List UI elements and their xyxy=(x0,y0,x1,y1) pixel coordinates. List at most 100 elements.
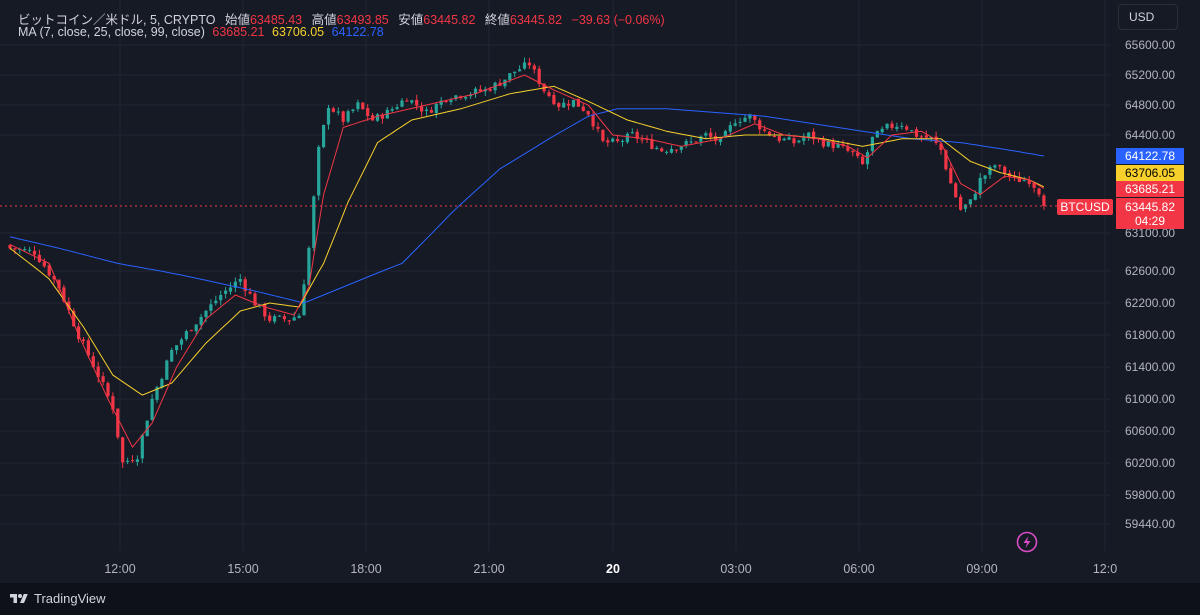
candle-body xyxy=(586,111,590,115)
candle-body xyxy=(312,196,316,248)
candle-body xyxy=(405,100,409,102)
candle-body xyxy=(121,437,125,463)
candle-body xyxy=(978,177,982,194)
candle-body xyxy=(655,147,659,150)
candle-body xyxy=(140,435,144,459)
candle-body xyxy=(782,138,786,141)
candle-body xyxy=(993,165,997,168)
candle-body xyxy=(375,114,380,121)
candle-body xyxy=(307,247,311,285)
candle-body xyxy=(812,131,816,140)
candle-body xyxy=(518,69,522,72)
candle-body xyxy=(464,96,468,99)
candle-body xyxy=(718,138,723,143)
candle-body xyxy=(170,349,174,362)
candle-body xyxy=(939,143,943,150)
ma7-value: 63685.21 xyxy=(212,25,265,39)
high-label: 高値 xyxy=(311,13,337,27)
countdown-tag: 04:29 xyxy=(1116,213,1184,229)
candle-body xyxy=(777,136,781,142)
candle-body xyxy=(287,320,291,322)
candle-body xyxy=(150,398,154,420)
candle-body xyxy=(611,138,615,142)
ma-legend[interactable]: MA (7, close, 25, close, 99, close) 6368… xyxy=(18,25,384,39)
candle-body xyxy=(669,148,674,153)
candle-body xyxy=(101,376,105,382)
candle-body xyxy=(243,279,247,291)
candle-body xyxy=(444,101,448,103)
last-price-tag: 63445.82 xyxy=(1116,198,1184,215)
candle-body xyxy=(905,126,909,130)
candle-body xyxy=(238,278,242,282)
candle-body xyxy=(273,316,277,322)
x-tick-label: 15:00 xyxy=(227,562,258,576)
ma-label: MA (7, close, 25, close, 99, close) xyxy=(18,25,205,39)
candle-body xyxy=(13,248,17,250)
x-tick-label: 12:00 xyxy=(104,562,135,576)
candle-body xyxy=(204,310,208,318)
candle-body xyxy=(738,121,742,123)
y-tick-label: 62600.00 xyxy=(1125,264,1175,278)
candle-body xyxy=(336,111,340,113)
candle-body xyxy=(248,291,252,294)
candle-body xyxy=(126,460,130,462)
candle-body xyxy=(184,331,188,340)
candle-body xyxy=(591,114,595,127)
candle-body xyxy=(233,281,237,288)
symbol-title: ビットコイン／米ドル, 5, CRYPTO xyxy=(18,13,216,27)
y-tick-label: 61400.00 xyxy=(1125,360,1175,374)
candle-body xyxy=(684,141,688,146)
candle-body xyxy=(116,408,120,438)
candle-body xyxy=(209,304,213,311)
candle-body xyxy=(635,131,639,139)
candle-body xyxy=(954,183,958,198)
high-value: 63493.85 xyxy=(336,13,389,27)
candle-body xyxy=(743,117,747,122)
candle-body xyxy=(924,135,928,138)
candle-body xyxy=(331,108,335,112)
candle-body xyxy=(665,151,669,153)
candle-body xyxy=(767,131,772,136)
tradingview-logo[interactable]: TradingView xyxy=(10,591,106,606)
candle-body xyxy=(522,62,527,69)
candle-body xyxy=(758,120,762,130)
candle-body xyxy=(292,317,296,321)
ma25-line xyxy=(9,85,1045,396)
candle-body xyxy=(753,115,757,120)
ma7-line xyxy=(9,74,1045,449)
candle-body xyxy=(62,287,66,302)
candle-body xyxy=(694,141,698,143)
candle-body xyxy=(704,133,708,136)
candle-body xyxy=(214,300,218,304)
candle-body xyxy=(219,295,223,301)
candle-body xyxy=(130,460,135,462)
candle-body xyxy=(625,133,629,143)
candle-body xyxy=(826,140,830,147)
candle-body xyxy=(317,146,321,196)
candle-body xyxy=(723,131,727,138)
candle-body xyxy=(165,360,169,380)
candle-body xyxy=(224,290,228,294)
candle-body xyxy=(81,339,86,342)
currency-button[interactable]: USD xyxy=(1118,4,1178,30)
candle-body xyxy=(601,129,605,141)
candle-body xyxy=(885,123,889,129)
candle-body xyxy=(527,62,531,66)
candle-body xyxy=(28,249,32,251)
x-tick-label: 12:0 xyxy=(1093,562,1117,576)
candle-body xyxy=(488,89,492,91)
lightning-icon[interactable] xyxy=(1016,531,1038,553)
candle-body xyxy=(47,265,51,276)
candle-body xyxy=(895,126,899,130)
candle-body xyxy=(875,131,879,138)
candle-body xyxy=(552,94,556,105)
candle-body xyxy=(297,315,301,319)
candle-body xyxy=(23,249,27,251)
candle-body xyxy=(96,366,100,378)
candle-body xyxy=(959,196,963,210)
candle-body xyxy=(988,166,992,175)
candle-body xyxy=(562,102,566,108)
candle-body xyxy=(415,99,419,106)
